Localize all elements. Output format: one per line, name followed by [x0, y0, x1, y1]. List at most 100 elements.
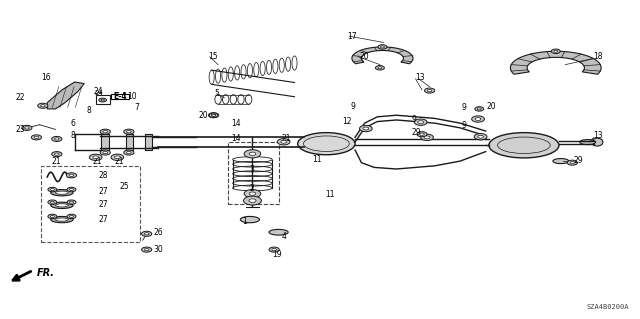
Bar	[111, 94, 129, 99]
Circle shape	[209, 113, 219, 118]
Bar	[41, 166, 140, 242]
Ellipse shape	[269, 229, 288, 235]
Circle shape	[424, 136, 430, 139]
Text: 24: 24	[94, 87, 104, 96]
Polygon shape	[47, 82, 84, 109]
Circle shape	[111, 154, 124, 160]
Text: 9: 9	[461, 121, 467, 130]
Circle shape	[475, 118, 481, 121]
Circle shape	[475, 107, 484, 111]
Ellipse shape	[553, 159, 569, 164]
Text: 21: 21	[115, 157, 124, 166]
Text: 11: 11	[312, 155, 322, 164]
Bar	[101, 134, 109, 150]
Circle shape	[31, 135, 42, 140]
Text: 3: 3	[250, 165, 255, 174]
Circle shape	[567, 160, 577, 165]
Circle shape	[472, 116, 484, 122]
Circle shape	[127, 152, 131, 154]
Circle shape	[127, 130, 131, 133]
Ellipse shape	[51, 216, 73, 223]
Text: E-4: E-4	[113, 92, 127, 101]
Circle shape	[554, 50, 558, 52]
Circle shape	[249, 152, 256, 155]
Text: 29: 29	[411, 128, 420, 137]
Text: 13: 13	[415, 73, 425, 82]
Circle shape	[380, 46, 385, 48]
Circle shape	[418, 121, 424, 123]
Text: SZA4B0200A: SZA4B0200A	[586, 304, 629, 310]
Text: 13: 13	[593, 131, 602, 140]
Circle shape	[99, 98, 106, 102]
Text: 11: 11	[325, 190, 335, 199]
Circle shape	[69, 174, 74, 176]
Text: 20: 20	[199, 111, 209, 120]
Circle shape	[48, 187, 57, 192]
Ellipse shape	[56, 191, 68, 194]
Text: 19: 19	[272, 250, 282, 259]
Text: 26: 26	[153, 228, 163, 237]
Ellipse shape	[51, 189, 73, 196]
Circle shape	[249, 192, 256, 195]
Bar	[145, 134, 152, 150]
Text: 20: 20	[360, 52, 369, 61]
Circle shape	[211, 114, 216, 116]
Circle shape	[145, 233, 149, 235]
Circle shape	[124, 129, 134, 134]
Ellipse shape	[56, 204, 68, 207]
Text: 27: 27	[99, 215, 108, 224]
Ellipse shape	[489, 133, 559, 158]
Circle shape	[244, 189, 260, 198]
Text: 5: 5	[215, 89, 220, 98]
Text: 12: 12	[342, 117, 352, 126]
Text: 22: 22	[15, 93, 25, 102]
Text: 7: 7	[134, 103, 139, 112]
Text: 27: 27	[99, 200, 108, 209]
Circle shape	[212, 114, 216, 116]
Circle shape	[22, 125, 32, 130]
Text: 28: 28	[99, 171, 108, 181]
Circle shape	[54, 153, 59, 155]
Circle shape	[48, 214, 57, 219]
Circle shape	[34, 136, 39, 138]
Circle shape	[100, 129, 110, 134]
Circle shape	[244, 196, 261, 205]
Circle shape	[70, 201, 74, 203]
Circle shape	[141, 247, 152, 252]
Circle shape	[38, 103, 48, 108]
Circle shape	[277, 139, 290, 145]
Ellipse shape	[241, 216, 259, 223]
Text: 29: 29	[573, 156, 583, 165]
Circle shape	[420, 134, 433, 141]
Text: 9: 9	[351, 102, 355, 111]
Bar	[125, 134, 133, 150]
Circle shape	[360, 125, 372, 132]
Circle shape	[54, 138, 59, 140]
Text: 4: 4	[282, 232, 287, 241]
Text: 10: 10	[127, 92, 137, 101]
Circle shape	[67, 214, 76, 219]
Circle shape	[67, 187, 76, 192]
Circle shape	[48, 200, 57, 204]
Circle shape	[67, 200, 76, 204]
Ellipse shape	[56, 218, 68, 221]
Circle shape	[378, 45, 387, 49]
Polygon shape	[510, 51, 601, 74]
Text: 21: 21	[93, 157, 102, 166]
Text: 24: 24	[95, 90, 103, 96]
Text: 9: 9	[461, 103, 467, 112]
Text: 21: 21	[51, 157, 61, 166]
Circle shape	[40, 105, 45, 107]
Circle shape	[52, 137, 62, 141]
Circle shape	[90, 154, 102, 160]
Circle shape	[124, 150, 134, 155]
Text: FR.: FR.	[36, 268, 54, 278]
Circle shape	[428, 89, 432, 92]
Circle shape	[570, 161, 575, 164]
Circle shape	[474, 134, 487, 140]
Text: 1: 1	[243, 217, 247, 226]
Bar	[228, 142, 278, 204]
Circle shape	[70, 215, 74, 218]
Text: 16: 16	[41, 73, 51, 82]
Text: 6: 6	[70, 119, 75, 128]
